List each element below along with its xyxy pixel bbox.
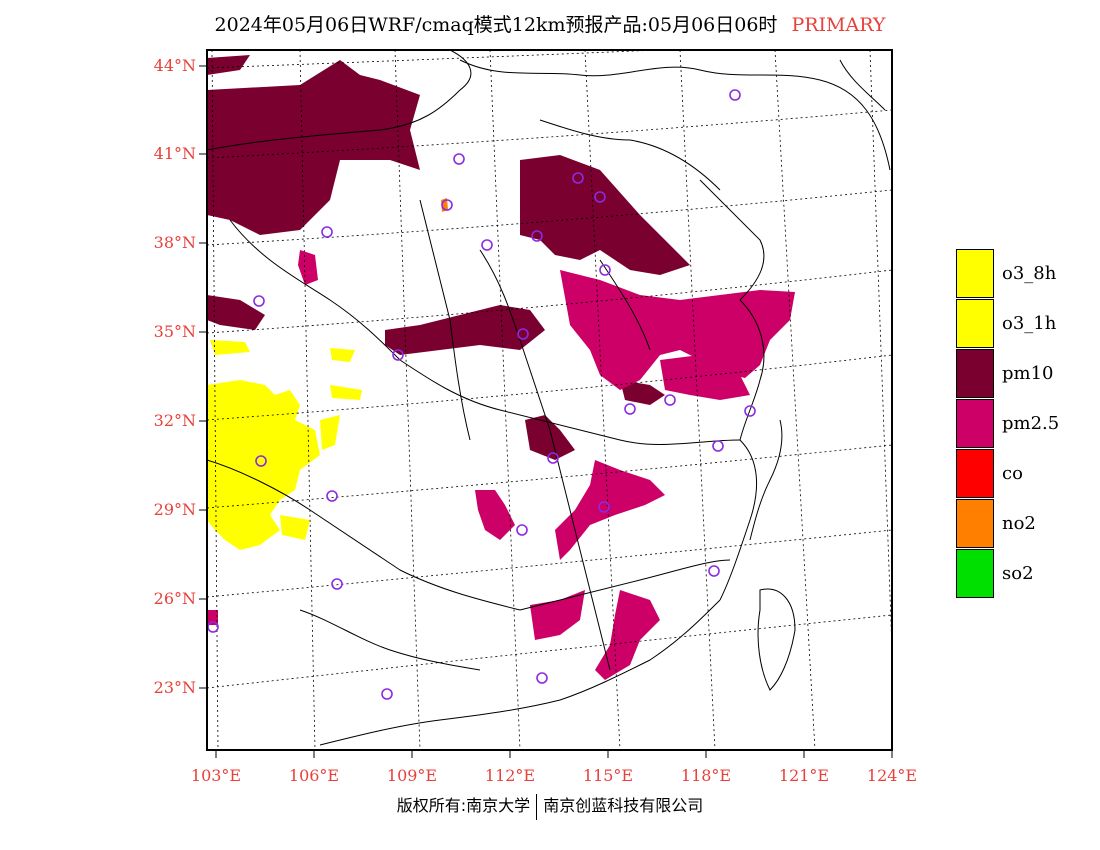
legend-label: o3_1h [1002,313,1057,334]
lat-label: 41°N [153,144,196,163]
lon-label: 112°E [484,766,536,785]
lon-label: 103°E [190,766,242,785]
lat-label: 44°N [153,56,196,75]
axis-ticks [199,65,893,758]
legend-swatch [956,349,994,398]
copyright-left: 版权所有:南京大学 [396,796,531,815]
legend-swatch [956,549,994,598]
boundary-lines [207,50,891,746]
lon-label: 124°E [866,766,918,785]
lat-label: 23°N [153,678,196,697]
lat-label: 32°N [153,411,196,430]
lon-label: 109°E [386,766,438,785]
pm25-regions [207,250,795,680]
legend-label: pm10 [1002,363,1054,384]
pm10-regions [207,55,690,460]
graticule [207,50,892,750]
legend-label: pm2.5 [1002,413,1060,434]
legend-swatch [956,499,994,548]
title-main: 2024年05月06日WRF/cmaq模式12km预报产品:05月06日06时 [214,14,778,36]
lat-label: 29°N [153,500,196,519]
legend-swatch [956,399,994,448]
copyright-separator [536,793,538,820]
lat-label: 35°N [153,322,196,341]
legend-label: no2 [1002,513,1036,534]
o3-regions [207,340,362,550]
legend-swatch [956,249,994,298]
legend-swatch [956,449,994,498]
lon-label: 106°E [288,766,340,785]
lon-label: 121°E [778,766,830,785]
lon-label: 115°E [582,766,634,785]
copyright-right: 南京创蓝科技有限公司 [543,796,704,815]
lon-label: 118°E [680,766,732,785]
legend-label: co [1002,463,1023,484]
legend-label: so2 [1002,563,1034,584]
map-title: 2024年05月06日WRF/cmaq模式12km预报产品:05月06日06时 P… [0,10,1100,37]
lat-label: 26°N [153,589,196,608]
lat-label: 38°N [153,233,196,252]
title-tag: PRIMARY [791,14,886,36]
legend-swatch [956,299,994,348]
copyright-footer: 版权所有:南京大学 南京创蓝科技有限公司 [0,792,1100,820]
legend-label: o3_8h [1002,263,1057,284]
map-frame [206,49,893,751]
station-markers [207,89,756,700]
